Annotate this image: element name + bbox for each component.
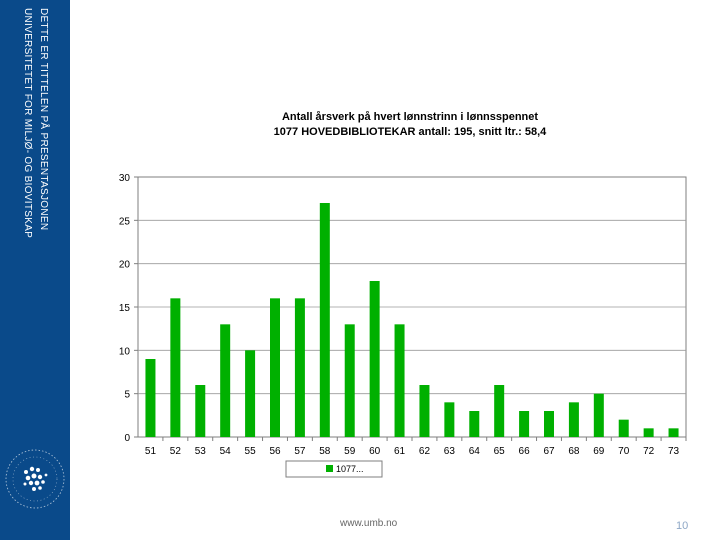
x-tick-label: 61 [394,446,406,457]
x-tick-label: 57 [294,446,306,457]
y-tick-label: 0 [124,433,130,444]
organization-name: UNIVERSITETET FOR MILJØ- OG BIOVITSKAP [22,8,33,239]
university-logo [5,449,65,509]
bar [195,385,206,437]
bar [344,324,355,437]
y-tick-label: 25 [119,216,131,227]
chart-title: Antall årsverk på hvert lønnstrinn i løn… [200,110,620,140]
x-tick-label: 59 [344,446,356,457]
legend-box [285,460,383,478]
sidebar: DETTE ER TITTELEN PÅ PRESENTASJONEN UNIV… [0,0,70,540]
bar [618,419,629,437]
bar [643,428,654,437]
bar [568,402,579,437]
x-tick-label: 72 [643,446,655,457]
x-tick-label: 65 [494,446,506,457]
bar [369,281,380,437]
x-tick-label: 56 [269,446,281,457]
y-tick-label: 15 [119,303,131,314]
x-tick-label: 73 [668,446,680,457]
bar [270,298,280,437]
x-tick-label: 62 [419,446,431,457]
bar [220,324,231,437]
y-tick-label: 5 [124,390,130,401]
bar [319,203,330,437]
chart-title-line-1: Antall årsverk på hvert lønnstrinn i løn… [281,111,539,123]
x-tick-label: 55 [245,446,257,457]
bar [170,298,181,437]
y-tick-label: 20 [119,260,131,271]
bar [294,298,305,437]
x-tick-label: 70 [618,446,630,457]
x-tick-label: 54 [220,446,232,457]
x-tick-label: 69 [593,446,605,457]
bar [444,402,455,437]
bar [419,385,430,437]
bar [544,411,554,437]
x-tick-label: 68 [568,446,580,457]
x-tick-label: 60 [369,446,381,457]
x-tick-label: 63 [444,446,456,457]
bar [519,411,530,437]
x-tick-label: 58 [319,446,331,457]
presentation-title: DETTE ER TITTELEN PÅ PRESENTASJONEN [38,8,49,231]
y-tick-label: 10 [119,346,131,357]
chart-title-line-2: 1077 HOVEDBIBLIOTEKAR antall: 195, snitt… [273,126,547,138]
x-tick-label: 53 [195,446,207,457]
bar [145,359,156,437]
x-tick-label: 64 [469,446,481,457]
legend-label: 1077... [336,464,364,474]
bar [394,324,405,437]
x-tick-label: 66 [519,446,531,457]
bar-chart: 0 5 10 15 20 25 30 51 52 53 54 55 56 57 58 59 60 61 62 63 64… [119,173,687,478]
x-tick-label: 51 [145,446,157,457]
y-tick-label: 30 [119,173,131,184]
x-tick-label: 67 [543,446,555,457]
bar [668,428,679,437]
footer-url[interactable]: www.umb.no [340,518,398,529]
x-tick-label: 52 [170,446,182,457]
legend-swatch [326,465,333,472]
page-number: 10 [676,520,689,532]
bar [245,350,256,437]
bar [593,393,604,437]
bar [469,411,480,437]
bar [494,385,505,437]
